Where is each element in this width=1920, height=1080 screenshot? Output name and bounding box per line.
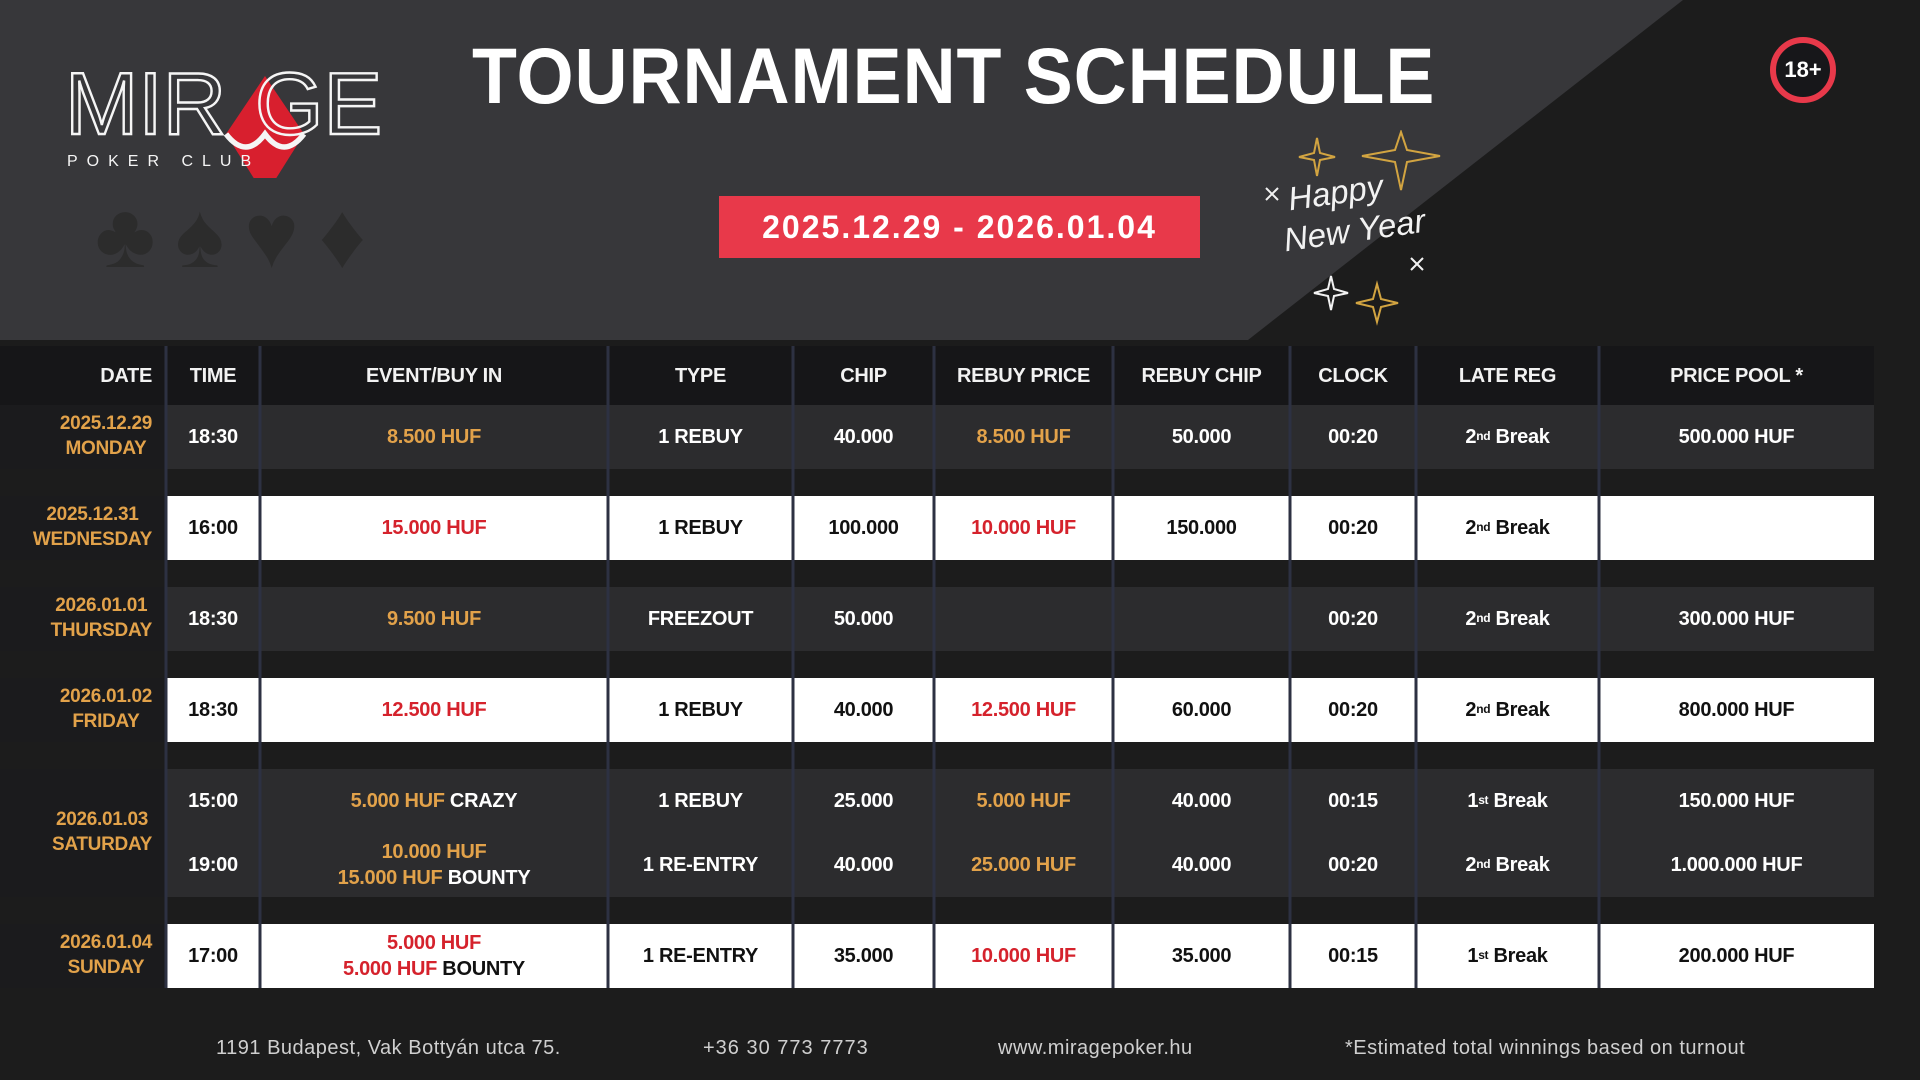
svg-text:MIR: MIR [65, 54, 226, 153]
svg-text:GE: GE [255, 54, 382, 153]
